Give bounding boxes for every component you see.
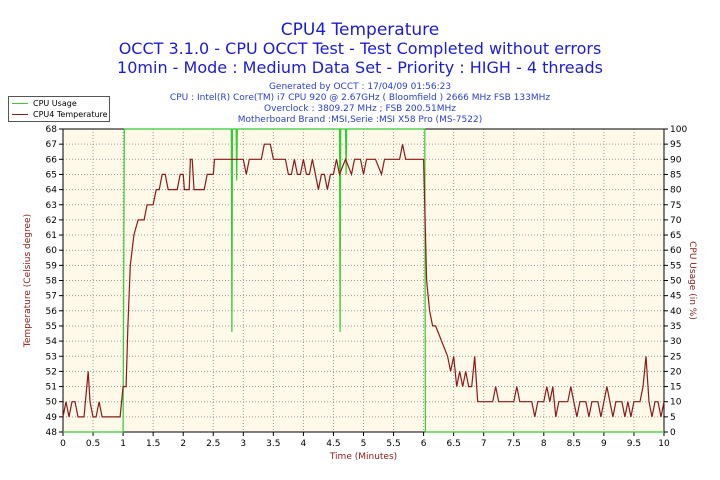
x-tick-label: 0 — [60, 439, 66, 449]
y-tick-label: 53 — [46, 352, 57, 362]
x-tick-label: 0.5 — [86, 439, 100, 449]
series-line-cpu4-temperature — [62, 143, 665, 418]
x-tick-label: 7.5 — [507, 439, 521, 449]
x-tick-label: 5 — [361, 439, 367, 449]
y-tick-label: 63 — [46, 201, 57, 211]
chart-legend: CPU Usage CPU4 Temperature — [8, 96, 110, 122]
x-tick-label: 3 — [240, 439, 246, 449]
x-tick-label: 9.5 — [627, 439, 641, 449]
y2-tick-label: 25 — [670, 352, 681, 362]
y2-tick-label: 20 — [670, 367, 682, 377]
y-tick-label: 66 — [46, 155, 58, 165]
y2-tick-label: 35 — [670, 322, 681, 332]
y-tick-label: 62 — [46, 216, 57, 226]
y-tick-label: 54 — [46, 337, 58, 347]
y-tick-label: 61 — [46, 231, 57, 241]
y-tick-label: 52 — [46, 367, 57, 377]
y-tick-label: 57 — [46, 292, 57, 302]
legend-item-cpu4-temperature: CPU4 Temperature — [9, 109, 109, 120]
chart-title: CPU4 Temperature — [280, 20, 440, 40]
y2-tick-label: 65 — [670, 231, 681, 241]
y-tick-label: 56 — [46, 307, 58, 317]
x-tick-label: 6 — [421, 439, 427, 449]
y2-tick-label: 75 — [670, 201, 681, 211]
y-tick-label: 58 — [46, 277, 58, 287]
x-tick-label: 4 — [301, 439, 307, 449]
legend-swatch-cpu4-temperature — [12, 114, 28, 115]
overclock-info: Overclock : 3809.27 MHz ; FSB 200.51MHz — [264, 104, 456, 114]
legend-label-cpu-usage: CPU Usage — [33, 99, 77, 108]
y2-tick-label: 10 — [670, 398, 682, 408]
cpu-info: CPU : Intel(R) Core(TM) i7 CPU 920 @ 2.6… — [169, 93, 551, 103]
y-tick-label: 51 — [46, 383, 57, 393]
x-tick-label: 7 — [481, 439, 487, 449]
y-tick-label: 59 — [46, 261, 58, 271]
x-tick-label: 2.5 — [206, 439, 220, 449]
y-tick-label: 48 — [46, 428, 58, 438]
generated-info: Generated by OCCT : 17/04/09 01:56:23 — [268, 82, 452, 92]
y2-tick-label: 0 — [670, 428, 676, 438]
x-tick-label: 1.5 — [146, 439, 160, 449]
y-tick-label: 55 — [46, 322, 57, 332]
y2-tick-label: 60 — [670, 246, 682, 256]
y2-tick-label: 45 — [670, 292, 681, 302]
x-axis-label: Time (Minutes) — [329, 452, 397, 462]
y2-tick-label: 100 — [670, 125, 687, 135]
y-tick-label: 68 — [46, 125, 58, 135]
y2-tick-label: 95 — [670, 140, 681, 150]
legend-label-cpu4-temperature: CPU4 Temperature — [33, 110, 108, 119]
y2-tick-label: 70 — [670, 216, 682, 226]
motherboard-info: Motherboard Brand :MSI,Serie :MSI X58 Pr… — [237, 115, 483, 125]
x-tick-label: 3.5 — [266, 439, 280, 449]
x-tick-label: 9 — [601, 439, 607, 449]
legend-swatch-cpu-usage — [12, 103, 28, 104]
x-tick-label: 8 — [541, 439, 547, 449]
x-tick-label: 6.5 — [446, 439, 460, 449]
y2-tick-label: 40 — [670, 307, 682, 317]
y-axis-label: Temperature (Celsius degree) — [23, 214, 33, 348]
chart-subtitle-test-info: OCCT 3.1.0 - CPU OCCT Test - Test Comple… — [118, 39, 602, 58]
legend-item-cpu-usage: CPU Usage — [9, 98, 109, 109]
y-tick-label: 60 — [46, 246, 58, 256]
y2-tick-label: 5 — [670, 413, 676, 423]
y-tick-label: 49 — [46, 413, 58, 423]
y2-tick-label: 55 — [670, 261, 681, 271]
y2-tick-label: 80 — [670, 186, 682, 196]
y-tick-label: 50 — [46, 398, 58, 408]
y-tick-label: 65 — [46, 170, 57, 180]
y2-tick-label: 90 — [670, 155, 682, 165]
chart-subtitle-mode-info: 10min - Mode : Medium Data Set - Priorit… — [117, 58, 603, 77]
y2-tick-label: 50 — [670, 277, 682, 287]
x-tick-label: 1 — [120, 439, 126, 449]
y2-tick-label: 85 — [670, 170, 681, 180]
y-tick-label: 64 — [46, 186, 58, 196]
y2-tick-label: 30 — [670, 337, 682, 347]
series-line-cpu-usage — [63, 128, 664, 433]
x-tick-label: 10 — [658, 439, 670, 449]
y2-tick-label: 15 — [670, 383, 681, 393]
y2-axis-label: CPU Usage (in %) — [687, 241, 697, 320]
x-tick-label: 5.5 — [386, 439, 400, 449]
x-tick-label: 4.5 — [326, 439, 340, 449]
x-tick-label: 2 — [180, 439, 186, 449]
y-tick-label: 67 — [46, 140, 57, 150]
x-tick-label: 8.5 — [567, 439, 581, 449]
